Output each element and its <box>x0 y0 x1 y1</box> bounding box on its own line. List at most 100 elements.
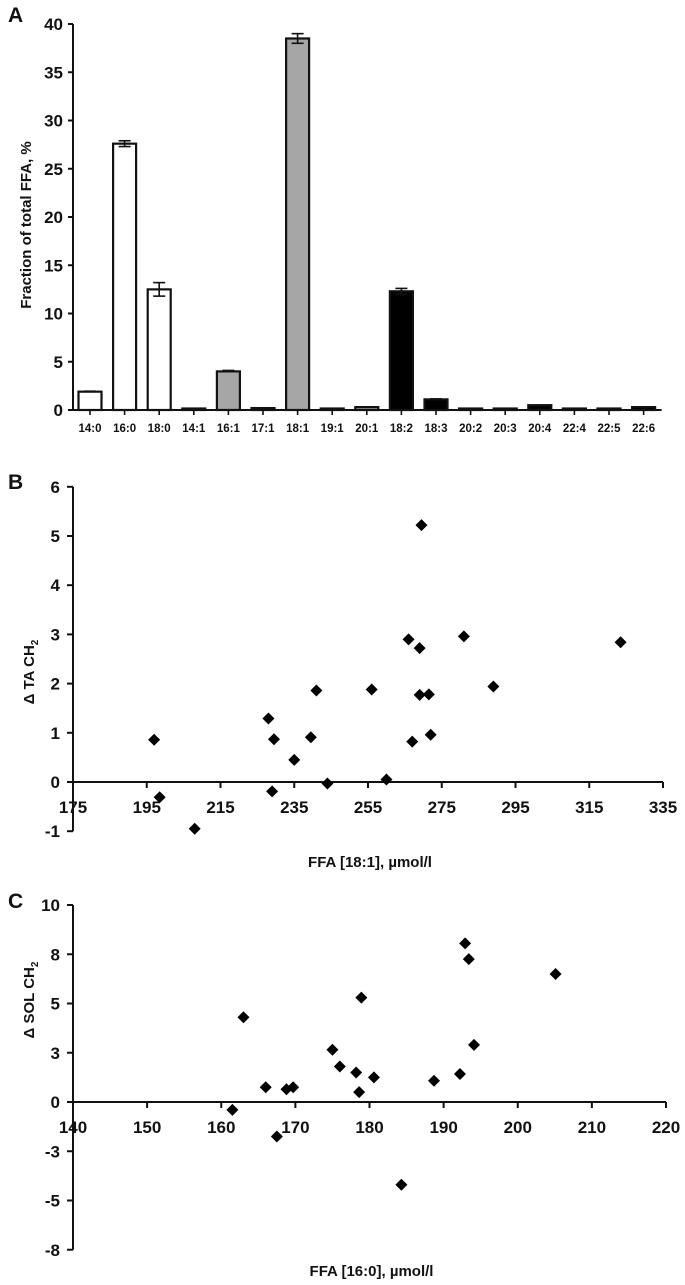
data-point <box>353 1086 366 1099</box>
y-tick-label: -8 <box>45 1241 60 1260</box>
data-point <box>287 1081 300 1094</box>
bar <box>285 37 311 412</box>
data-point <box>415 519 428 532</box>
bar <box>146 288 172 412</box>
y-tick-label: 8 <box>51 945 60 964</box>
data-point <box>321 777 334 790</box>
x-tick-label: 22:5 <box>597 423 621 435</box>
data-point <box>237 1011 250 1024</box>
data-point <box>262 712 275 725</box>
data-point <box>413 642 426 655</box>
data-point <box>453 1068 466 1081</box>
y-tick-label: 5 <box>51 527 60 546</box>
y-tick-label: 15 <box>44 256 63 275</box>
data-point <box>270 1130 283 1143</box>
y-tick-label: 3 <box>51 625 60 644</box>
x-tick-label: 190 <box>429 1118 457 1137</box>
y-tick-label: 3 <box>51 1044 60 1063</box>
x-tick-label: 255 <box>354 798 382 817</box>
x-tick-label: 235 <box>280 798 308 817</box>
data-point <box>350 1066 363 1079</box>
x-tick-label: 150 <box>133 1118 161 1137</box>
y-tick-label: 5 <box>51 995 60 1014</box>
x-tick-label: 20:1 <box>355 423 379 435</box>
x-tick-label: 275 <box>428 798 456 817</box>
bar <box>181 407 207 412</box>
data-point <box>468 1038 481 1051</box>
x-tick-label: 295 <box>501 798 529 817</box>
data-point <box>188 822 201 835</box>
data-point <box>267 733 280 746</box>
bar <box>215 370 241 412</box>
data-point <box>487 680 500 693</box>
data-point <box>326 1043 339 1056</box>
y-tick-label: 6 <box>51 478 60 497</box>
panel-b: B -1 0 1 2 3 4 5 6 175 195 215 235 255 275 295 315 335 FFA… <box>8 471 677 871</box>
x-axis-label: FFA [18:1], µmol/l <box>308 854 432 871</box>
data-point <box>355 991 368 1004</box>
data-point <box>259 1081 272 1094</box>
y-axis-label: Fraction of total FFA, % <box>18 141 35 309</box>
x-tick-label: 20:2 <box>459 423 482 435</box>
data-point <box>459 937 472 950</box>
y-tick-label: 30 <box>44 112 63 131</box>
y-tick-label: 2 <box>51 675 60 694</box>
y-tick-label: 25 <box>44 160 63 179</box>
y-tick-label: 5 <box>54 353 63 372</box>
data-point <box>614 636 627 649</box>
x-tick-label: 175 <box>59 798 87 817</box>
y-tick-label: 20 <box>44 208 63 227</box>
x-tick-label: 220 <box>652 1118 680 1137</box>
bar <box>250 406 276 412</box>
x-tick-label: 200 <box>504 1118 532 1137</box>
y-tick-label: -1 <box>45 822 60 841</box>
data-point <box>367 1071 380 1084</box>
x-tick-label: 16:0 <box>113 423 136 435</box>
bar <box>630 406 657 412</box>
data-point <box>333 1060 346 1073</box>
bar <box>319 407 345 412</box>
y-tick-label: 0 <box>51 1093 60 1112</box>
y-tick-label: 10 <box>44 305 63 324</box>
x-tick-label: 22:4 <box>563 423 587 435</box>
y-axis-label: Δ SOL CH2 <box>21 961 41 1038</box>
data-point <box>413 688 426 701</box>
x-tick-label: 170 <box>281 1118 309 1137</box>
panel-c: C 10 8 5 3 0 -3 -5 -8 140 150 160 170 180 190 200 210 220… <box>8 890 680 1280</box>
data-point <box>304 731 317 744</box>
x-tick-label: 14:1 <box>182 423 206 435</box>
data-point <box>406 735 419 748</box>
bar <box>492 407 518 412</box>
data-point <box>462 953 475 966</box>
bar <box>77 390 103 412</box>
x-tick-label: 215 <box>206 798 234 817</box>
x-tick-label: 160 <box>207 1118 235 1137</box>
y-tick-label: 0 <box>51 773 60 792</box>
x-tick-label: 315 <box>575 798 603 817</box>
x-tick-label: 18:1 <box>286 423 310 435</box>
y-tick-label: 40 <box>44 15 63 34</box>
y-tick-label: 1 <box>51 724 60 743</box>
x-tick-label: 18:0 <box>148 423 171 435</box>
bar <box>458 407 484 412</box>
panel-a: A 0 5 10 15 20 25 30 35 40 Fraction of total FFA, … <box>8 4 662 435</box>
data-point <box>226 1103 239 1116</box>
data-point <box>380 773 393 786</box>
x-tick-label: 18:2 <box>390 423 413 435</box>
bar <box>596 407 622 412</box>
bar <box>423 398 449 412</box>
data-point <box>457 630 470 643</box>
data-point <box>148 733 161 746</box>
y-tick-label: 10 <box>41 896 60 915</box>
data-point <box>549 967 562 980</box>
bar <box>561 407 588 412</box>
panel-label-c: C <box>8 890 23 913</box>
data-point <box>395 1178 408 1191</box>
data-point <box>310 684 323 697</box>
y-tick-label: -3 <box>45 1142 60 1161</box>
data-point <box>424 728 437 741</box>
x-axis-label: FFA [16:0], µmol/l <box>310 1263 434 1280</box>
x-tick-label: 17:1 <box>251 423 275 435</box>
data-point <box>427 1074 440 1087</box>
